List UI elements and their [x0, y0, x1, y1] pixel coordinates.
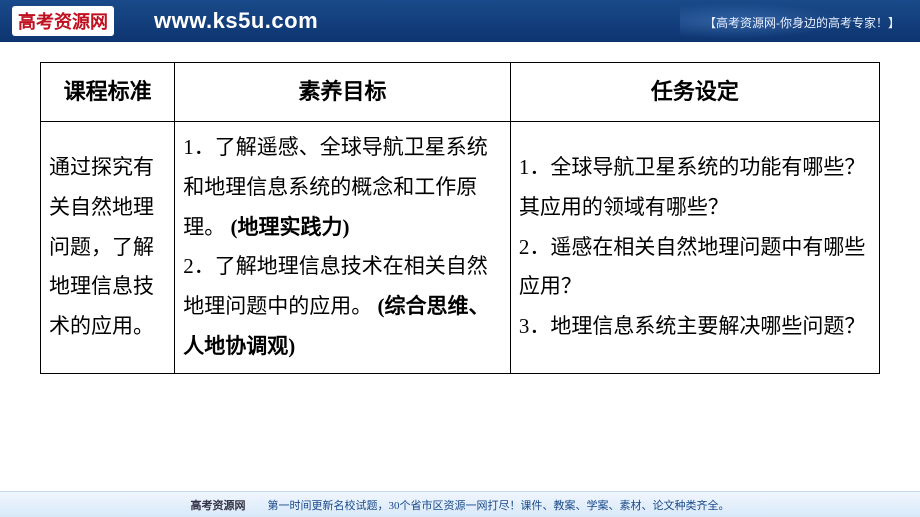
- header-literacy-goal: 素养目标: [175, 63, 511, 122]
- table-header-row: 课程标准 素养目标 任务设定: [41, 63, 880, 122]
- table-row: 通过探究有关自然地理问题，了解地理信息技术的应用。 1．了解遥感、全球导航卫星系…: [41, 121, 880, 373]
- header-course-standard: 课程标准: [41, 63, 175, 122]
- footer-text: 高考资源网 第一时间更新名校试题，30个省市区资源一网打尽！课件、教案、学案、素…: [191, 497, 730, 513]
- header-task-setting: 任务设定: [510, 63, 879, 122]
- cell-course-standard: 通过探究有关自然地理问题，了解地理信息技术的应用。: [41, 121, 175, 373]
- site-logo: 高考资源网: [12, 6, 114, 36]
- footer-main-text: 第一时间更新名校试题，30个省市区资源一网打尽！课件、教案、学案、素材、论文种类…: [268, 500, 730, 512]
- site-tagline: 【高考资源网-你身边的高考专家！】: [704, 14, 900, 31]
- top-banner: 高考资源网 www.ks5u.com 【高考资源网-你身边的高考专家！】: [0, 0, 920, 42]
- footer-prefix: 高考资源网: [191, 500, 246, 512]
- course-table: 课程标准 素养目标 任务设定 通过探究有关自然地理问题，了解地理信息技术的应用。…: [40, 62, 880, 374]
- goal-item-1-tag: (地理实践力): [230, 215, 349, 239]
- task-item-2: 2．遥感在相关自然地理问题中有哪些应用？: [519, 235, 866, 299]
- course-standard-text: 通过探究有关自然地理问题，了解地理信息技术的应用。: [49, 155, 154, 339]
- bottom-banner: 高考资源网 第一时间更新名校试题，30个省市区资源一网打尽！课件、教案、学案、素…: [0, 491, 920, 517]
- task-item-1: 1．全球导航卫星系统的功能有哪些？其应用的领域有哪些？: [519, 155, 866, 219]
- cell-task-setting: 1．全球导航卫星系统的功能有哪些？其应用的领域有哪些？ 2．遥感在相关自然地理问…: [510, 121, 879, 373]
- site-url: www.ks5u.com: [154, 8, 318, 34]
- content-area: 课程标准 素养目标 任务设定 通过探究有关自然地理问题，了解地理信息技术的应用。…: [0, 42, 920, 374]
- task-item-3: 3．地理信息系统主要解决哪些问题？: [519, 314, 866, 338]
- cell-literacy-goal: 1．了解遥感、全球导航卫星系统和地理信息系统的概念和工作原理。 (地理实践力) …: [175, 121, 511, 373]
